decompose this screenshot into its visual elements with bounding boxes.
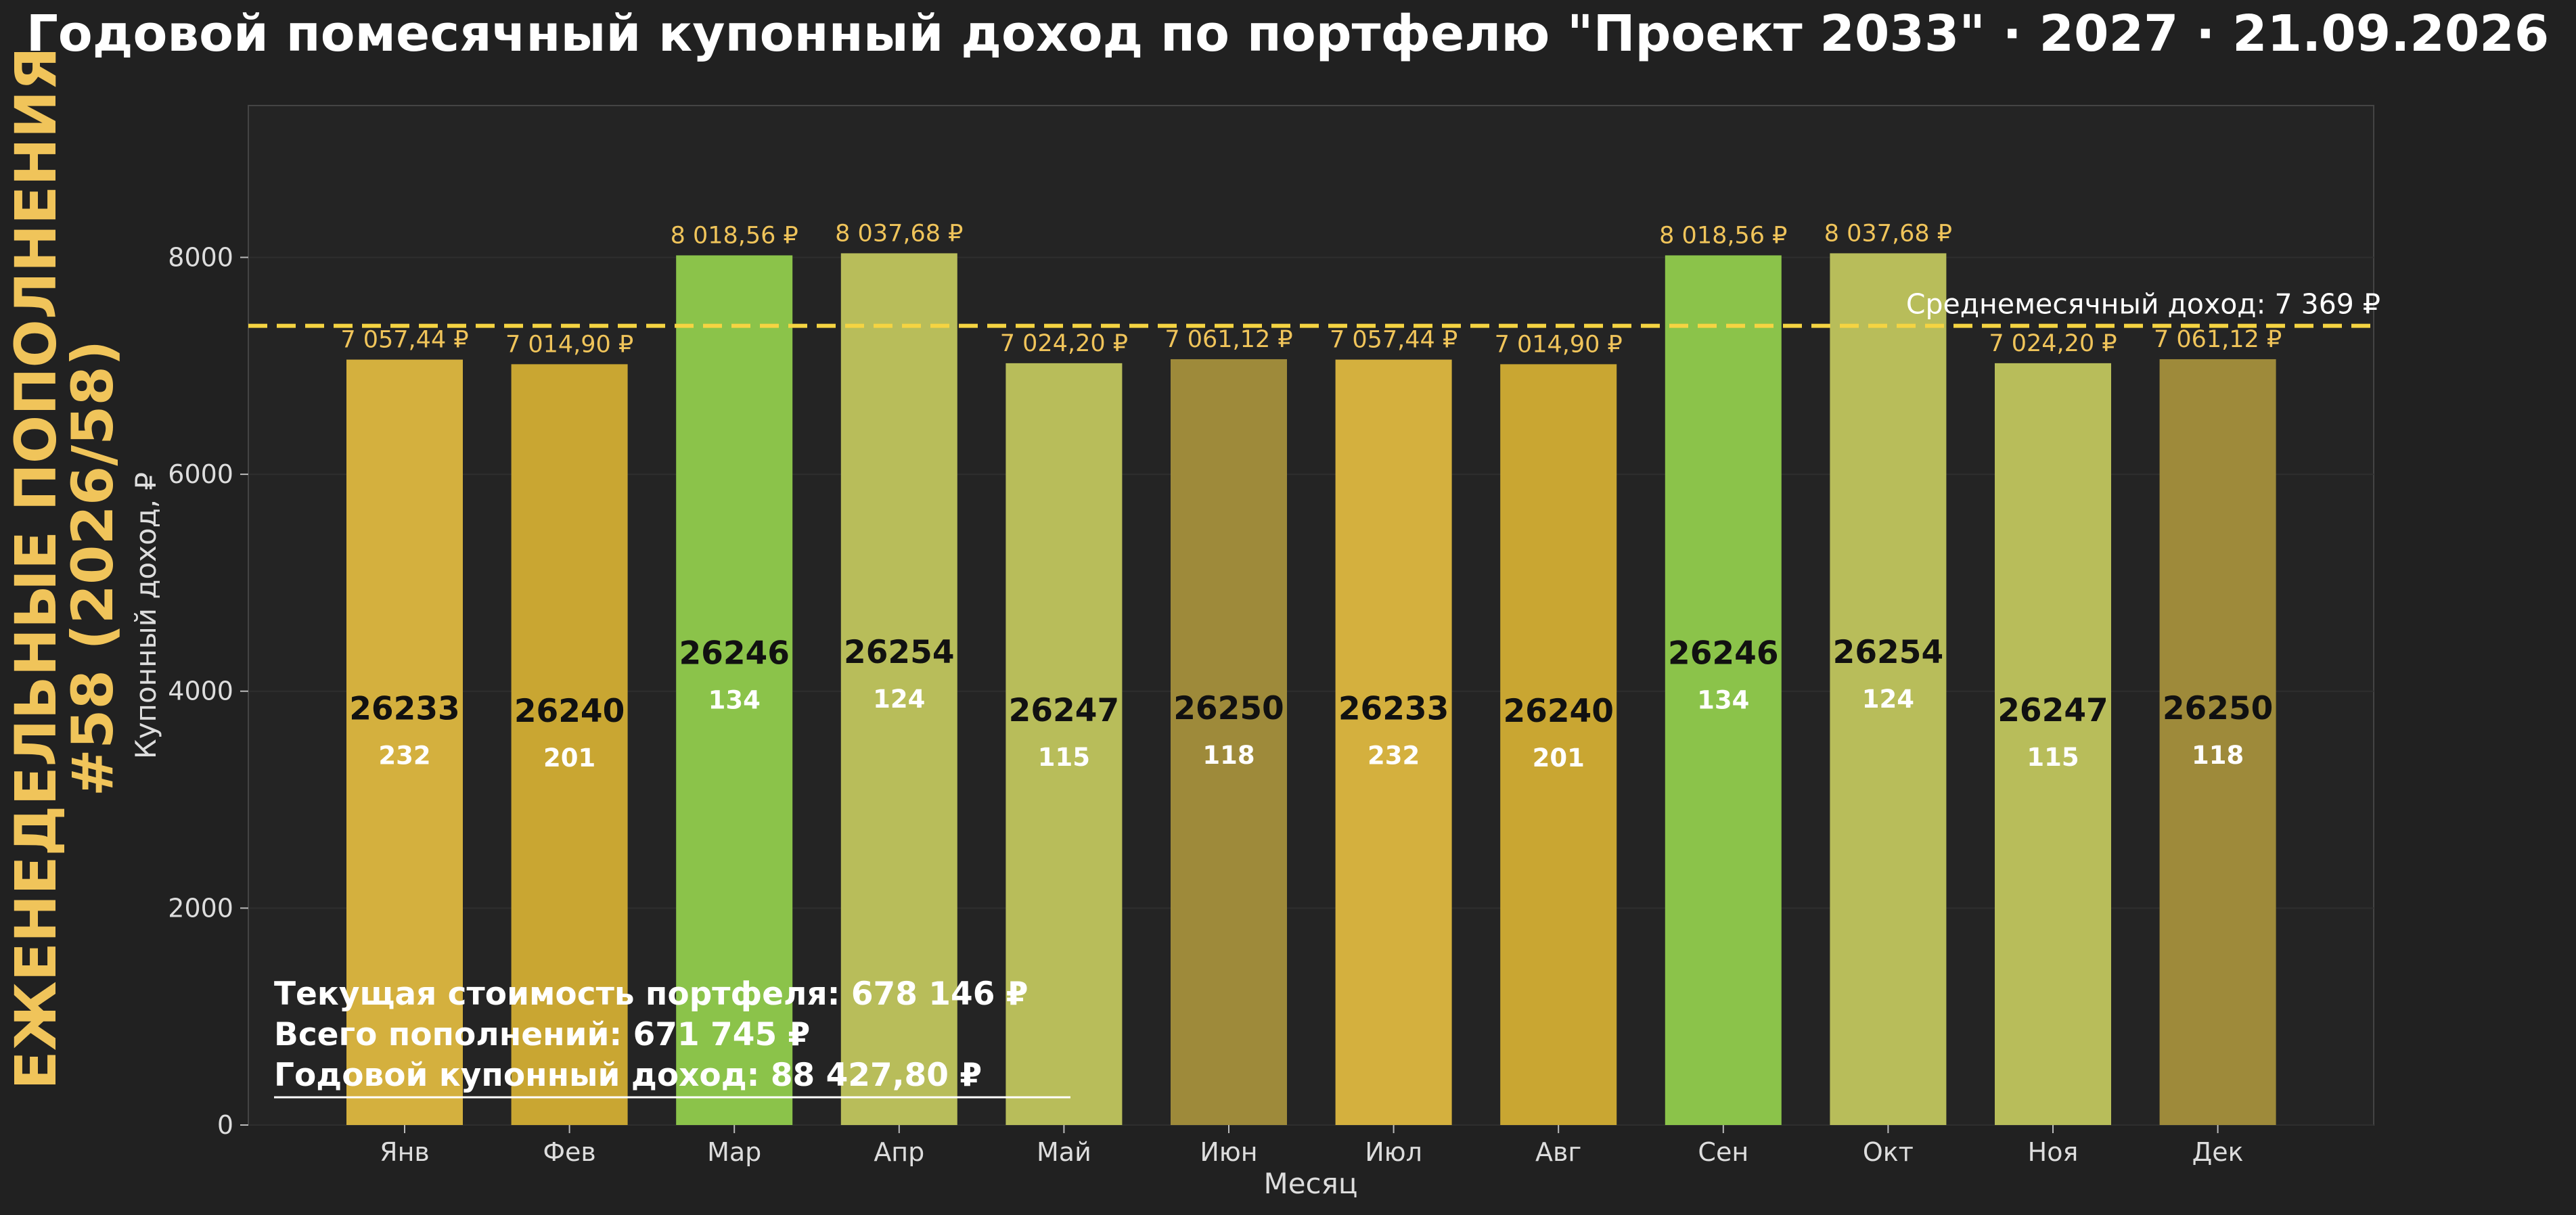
bar <box>2159 359 2276 1125</box>
bar-bond-count: 118 <box>1202 741 1255 770</box>
x-tick-label: Ноя <box>2028 1137 2079 1167</box>
x-tick-label: Авг <box>1535 1137 1581 1167</box>
x-tick-label: Июл <box>1365 1137 1422 1167</box>
average-label: Среднемесячный доход: 7 369 ₽ <box>1906 288 2380 321</box>
bar-bond-count: 232 <box>1368 741 1420 770</box>
bar-bond-count: 118 <box>2192 741 2244 770</box>
bar <box>1830 253 1947 1125</box>
x-tick-label: Сен <box>1698 1137 1748 1167</box>
x-tick-label: Май <box>1037 1137 1091 1167</box>
bar-bond-code: 26233 <box>349 690 460 727</box>
side-title: ЕЖЕНЕДЕЛЬНЫЕ ПОПОЛНЕНИЯ #58 (2026/58) <box>3 47 126 1089</box>
chart-title: Годовой помесячный купонный доход по пор… <box>26 5 2550 63</box>
bar-value-label: 7 061,12 ₽ <box>2154 326 2282 353</box>
summary-total-deposits: Всего пополнений: 671 745 ₽ <box>274 1016 810 1053</box>
bar-value-label: 7 057,44 ₽ <box>340 327 468 354</box>
bar-bond-code: 26254 <box>1833 634 1944 671</box>
bar-bond-code: 26254 <box>844 634 955 671</box>
bar-bond-count: 115 <box>2027 743 2079 772</box>
y-tick-label: 6000 <box>168 459 233 489</box>
x-tick-label: Апр <box>874 1137 924 1167</box>
side-title-line2: #58 (2026/58) <box>60 340 126 797</box>
x-tick-label: Янв <box>380 1137 430 1167</box>
bar-value-label: 7 057,44 ₽ <box>1330 327 1458 354</box>
summary-annual-income: Годовой купонный доход: 88 427,80 ₽ <box>274 1057 982 1094</box>
bar-bond-count: 134 <box>708 686 761 715</box>
bar-value-label: 7 024,20 ₽ <box>1000 330 1128 357</box>
x-axis-ticks: Янв Фев Мар Апр Май Июн Июл Авг Сен Окт Ноя Дек <box>380 1125 2244 1167</box>
bar <box>1500 364 1617 1125</box>
bar-bond-code: 26240 <box>1503 693 1614 730</box>
bar-bond-code: 26250 <box>1173 690 1284 727</box>
x-tick-label: Мар <box>707 1137 761 1167</box>
bar-bond-code: 26246 <box>1668 635 1779 672</box>
bar-value-label: 8 037,68 ₽ <box>1824 220 1952 247</box>
x-tick-label: Июн <box>1200 1137 1257 1167</box>
bar-bond-code: 26233 <box>1338 690 1449 727</box>
bar-bond-count: 201 <box>543 743 595 773</box>
y-axis-ticks: 0 2000 4000 6000 8000 <box>168 242 248 1140</box>
bar-bond-code: 26247 <box>1009 692 1120 729</box>
side-title-line1: ЕЖЕНЕДЕЛЬНЫЕ ПОПОЛНЕНИЯ <box>3 47 69 1089</box>
bar-value-label: 7 061,12 ₽ <box>1165 326 1292 353</box>
x-tick-label: Окт <box>1863 1137 1914 1167</box>
bar <box>1005 363 1123 1125</box>
x-axis-label: Месяц <box>1263 1167 1357 1200</box>
bar <box>1171 359 1287 1125</box>
bar-bond-count: 134 <box>1697 686 1749 715</box>
bar <box>1335 359 1452 1125</box>
bar <box>346 359 463 1125</box>
bar-bond-code: 26250 <box>2163 690 2274 727</box>
x-tick-label: Дек <box>2192 1137 2244 1167</box>
y-tick-label: 0 <box>217 1110 233 1140</box>
bar-value-label: 8 037,68 ₽ <box>835 220 963 247</box>
bar <box>840 253 957 1125</box>
bar-bond-count: 201 <box>1533 743 1585 773</box>
bar-value-label: 7 014,90 ₽ <box>505 331 633 358</box>
y-axis-label: Купонный доход, ₽ <box>129 472 162 759</box>
bar-bond-count: 124 <box>1862 685 1914 714</box>
bar-bond-count: 115 <box>1038 743 1090 772</box>
bar-bond-code: 26246 <box>679 635 790 672</box>
bars: 7 057,44 ₽ 26233 232 7 014,90 ₽ 26240 201 8 01… <box>340 220 2282 1125</box>
bar-bond-code: 26240 <box>514 693 625 730</box>
bar <box>1995 363 2111 1125</box>
bar-value-label: 7 024,20 ₽ <box>1989 330 2117 357</box>
summary-portfolio-value: Текущая стоимость портфеля: 678 146 ₽ <box>274 976 1028 1013</box>
y-tick-label: 2000 <box>168 893 233 923</box>
bar-bond-count: 124 <box>873 685 925 714</box>
bar <box>676 255 793 1125</box>
bar-bond-code: 26247 <box>1997 692 2108 729</box>
bar-value-label: 8 018,56 ₽ <box>1659 222 1787 249</box>
y-tick-label: 8000 <box>168 242 233 272</box>
bar-bond-count: 232 <box>378 741 430 770</box>
bar <box>511 364 628 1125</box>
x-tick-label: Фев <box>543 1137 596 1167</box>
bar <box>1665 255 1782 1125</box>
bar-value-label: 7 014,90 ₽ <box>1495 331 1623 358</box>
y-tick-label: 4000 <box>168 677 233 706</box>
summary-box: Текущая стоимость портфеля: 678 146 ₽ Вс… <box>274 976 1070 1099</box>
bar-value-label: 8 018,56 ₽ <box>671 222 798 249</box>
